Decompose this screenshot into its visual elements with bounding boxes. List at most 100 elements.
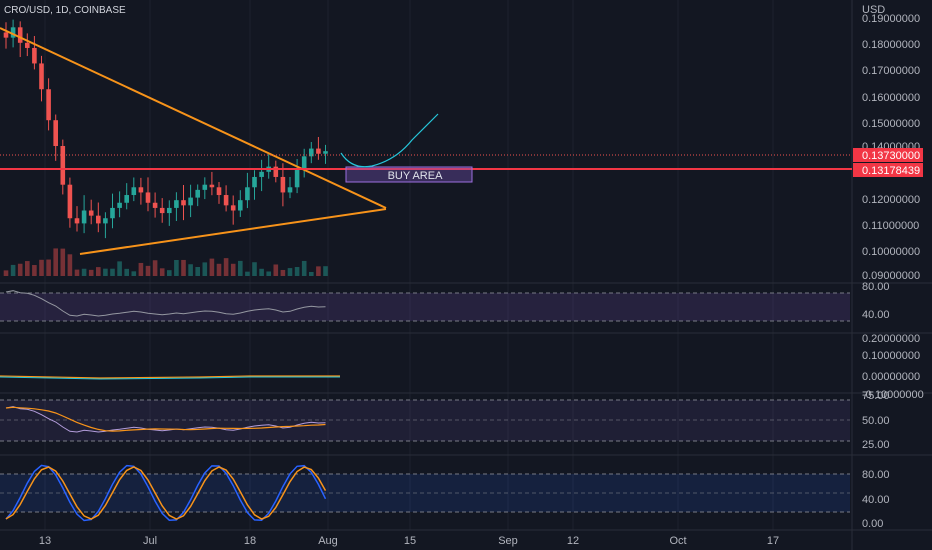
rsi2-tick: 25.00 (862, 439, 890, 451)
macd-axis[interactable]: 0.20000000 0.10000000 0.00000000 -0.1000… (862, 333, 924, 401)
stoch-d-line (5, 466, 327, 520)
candle-body[interactable] (117, 202, 122, 208)
currency-label: USD (862, 4, 885, 16)
price-tick: 0.12000000 (862, 194, 920, 206)
rsi-band (0, 293, 850, 321)
candle-body[interactable] (287, 187, 293, 193)
candle-body[interactable] (280, 176, 286, 193)
volume-bar (259, 268, 264, 276)
price-tick: 0.19000000 (862, 13, 920, 25)
candle-body[interactable] (74, 218, 80, 224)
candle-body[interactable] (252, 176, 257, 188)
current-price-value: 0.13730000 (862, 150, 920, 162)
candle-body[interactable] (316, 148, 321, 154)
projection-path[interactable] (340, 113, 439, 168)
candle-body[interactable] (301, 156, 307, 170)
candle-body[interactable] (167, 207, 172, 214)
candle-body[interactable] (103, 218, 108, 224)
candle-body[interactable] (138, 187, 144, 193)
stoch-axis[interactable]: 80.00 40.00 0.00 (862, 469, 890, 530)
candle-body[interactable] (46, 89, 51, 121)
candle-body[interactable] (124, 195, 129, 203)
volume-bar (195, 266, 200, 276)
descending-trendline[interactable] (0, 27, 387, 209)
candle-body[interactable] (188, 197, 193, 206)
candle-body[interactable] (53, 120, 58, 146)
candle-body[interactable] (323, 151, 328, 154)
stoch-tick: 40.00 (862, 494, 890, 506)
candle-body[interactable] (96, 215, 101, 224)
candle-body[interactable] (25, 42, 30, 48)
macd-signal-line (0, 376, 340, 380)
candle-body[interactable] (88, 210, 94, 216)
volume-bar (88, 269, 94, 276)
macd-tick: 0.10000000 (862, 350, 920, 362)
volume-bar (316, 266, 321, 276)
stoch-tick: 0.00 (862, 518, 883, 530)
volume-bar (117, 261, 122, 276)
volume-bar (53, 248, 58, 276)
candlesticks[interactable] (3, 19, 328, 239)
volume-bar (32, 265, 37, 276)
rsi-line (5, 290, 326, 317)
volume-bar (188, 264, 193, 276)
candle-body[interactable] (152, 202, 158, 208)
price-tick: 0.17000000 (862, 65, 920, 77)
price-axis[interactable]: 0.19000000 0.18000000 0.17000000 0.16000… (853, 13, 923, 282)
rsi2-axis[interactable]: 75.00 50.00 25.00 (862, 390, 890, 451)
candle-body[interactable] (67, 184, 73, 219)
candle-body[interactable] (259, 171, 264, 177)
candle-body[interactable] (209, 184, 215, 188)
volume-bar (25, 261, 30, 276)
candle-body[interactable] (32, 47, 37, 64)
volume-bar (46, 259, 51, 276)
candle-body[interactable] (238, 200, 243, 211)
time-axis[interactable]: 13 Jul 18 Aug 15 Sep 12 Oct 17 (39, 535, 779, 547)
time-tick: 18 (244, 535, 256, 547)
candle-body[interactable] (181, 200, 186, 206)
ascending-trendline[interactable] (79, 208, 387, 255)
candle-body[interactable] (309, 148, 314, 157)
volume-bar (124, 268, 129, 276)
rsi2-tick: 50.00 (862, 415, 890, 427)
candle-body[interactable] (216, 187, 222, 196)
volume-bar (159, 268, 165, 276)
candle-body[interactable] (294, 169, 300, 188)
volume-bar (209, 258, 215, 276)
rsi-axis[interactable]: 80.00 40.00 (862, 281, 890, 321)
volume-bar (252, 262, 257, 276)
buy-area-label: BUY AREA (388, 170, 443, 182)
price-tick: 0.18000000 (862, 39, 920, 51)
volume-bar (294, 267, 300, 276)
volume-bar (17, 263, 23, 276)
candle-body[interactable] (145, 192, 151, 203)
candle-body[interactable] (60, 146, 66, 185)
price-tick: 0.10000000 (862, 246, 920, 258)
volume-bar (110, 268, 115, 276)
candle-body[interactable] (174, 200, 179, 208)
candle-body[interactable] (39, 63, 44, 90)
candle-body[interactable] (273, 166, 279, 177)
volume-bar (74, 269, 80, 276)
volume-bar (167, 270, 172, 276)
candle-body[interactable] (159, 207, 165, 214)
volume-bar (39, 259, 44, 276)
candle-body[interactable] (131, 187, 137, 196)
candle-body[interactable] (17, 27, 23, 43)
candle-body[interactable] (110, 207, 115, 219)
grid-lines (44, 0, 774, 530)
candle-body[interactable] (202, 184, 208, 190)
candle-body[interactable] (195, 189, 200, 198)
volume-bars (3, 248, 328, 276)
time-tick: Aug (318, 535, 338, 547)
candle-body[interactable] (245, 187, 250, 201)
volume-bar (10, 264, 16, 276)
time-tick: Oct (669, 535, 686, 547)
candle-body[interactable] (230, 205, 236, 211)
candle-body[interactable] (223, 195, 229, 206)
candle-body[interactable] (10, 27, 16, 38)
buy-area-box[interactable] (345, 166, 473, 183)
candle-body[interactable] (81, 210, 87, 224)
candle-body[interactable] (3, 32, 9, 38)
